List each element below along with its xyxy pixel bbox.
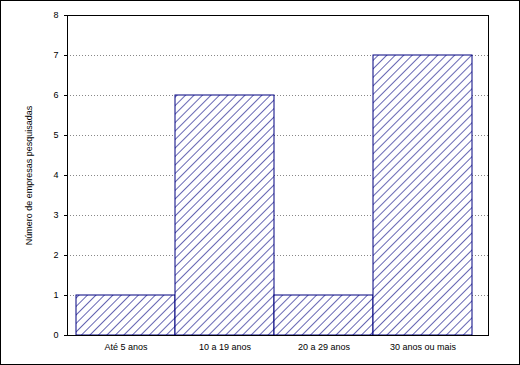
svg-text:7: 7 (53, 50, 58, 60)
svg-text:0: 0 (53, 330, 58, 340)
svg-text:3: 3 (53, 210, 58, 220)
svg-text:6: 6 (53, 90, 58, 100)
svg-text:10 a 19 anos: 10 a 19 anos (199, 342, 252, 352)
svg-text:30 anos ou mais: 30 anos ou mais (390, 342, 457, 352)
svg-text:20 a 29 anos: 20 a 29 anos (298, 342, 351, 352)
svg-text:5: 5 (53, 130, 58, 140)
svg-text:Até 5 anos: Até 5 anos (104, 342, 148, 352)
svg-text:8: 8 (53, 10, 58, 20)
svg-text:2: 2 (53, 250, 58, 260)
svg-text:4: 4 (53, 170, 58, 180)
svg-text:Número de empresas pesquisadas: Número de empresas pesquisadas (24, 105, 34, 245)
svg-text:1: 1 (53, 290, 58, 300)
